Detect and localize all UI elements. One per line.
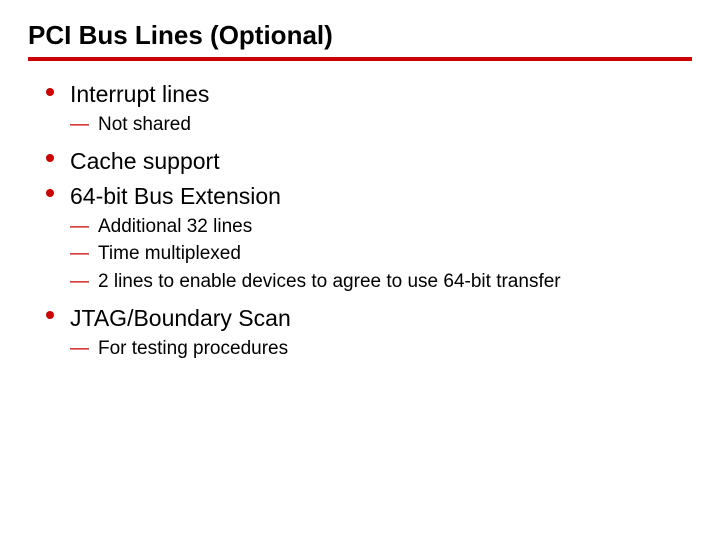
slide-title: PCI Bus Lines (Optional): [28, 20, 692, 61]
sub-list-item: Time multiplexed: [70, 241, 692, 267]
sub-list-item: Additional 32 lines: [70, 214, 692, 240]
list-item-text: JTAG/Boundary Scan: [70, 305, 291, 331]
sub-list: Additional 32 lines Time multiplexed 2 l…: [70, 214, 692, 295]
sub-list-item-text: Additional 32 lines: [98, 216, 252, 237]
list-item-text: Cache support: [70, 148, 220, 174]
list-item: 64-bit Bus Extension Additional 32 lines…: [42, 181, 692, 295]
slide: PCI Bus Lines (Optional) Interrupt lines…: [0, 0, 720, 540]
list-item-text: 64-bit Bus Extension: [70, 183, 281, 209]
sub-list-item-text: Not shared: [98, 114, 191, 135]
sub-list-item: For testing procedures: [70, 336, 692, 362]
sub-list-item-text: Time multiplexed: [98, 243, 241, 264]
list-item-text: Interrupt lines: [70, 81, 209, 107]
sub-list-item-text: For testing procedures: [98, 338, 288, 359]
sub-list-item: Not shared: [70, 112, 692, 138]
list-item: Cache support: [42, 146, 692, 177]
sub-list-item: 2 lines to enable devices to agree to us…: [70, 269, 692, 295]
sub-list: Not shared: [70, 112, 692, 138]
list-item: JTAG/Boundary Scan For testing procedure…: [42, 303, 692, 362]
list-item: Interrupt lines Not shared: [42, 79, 692, 138]
bullet-list: Interrupt lines Not shared Cache support…: [42, 79, 692, 361]
sub-list-item-text: 2 lines to enable devices to agree to us…: [98, 271, 561, 292]
sub-list: For testing procedures: [70, 336, 692, 362]
